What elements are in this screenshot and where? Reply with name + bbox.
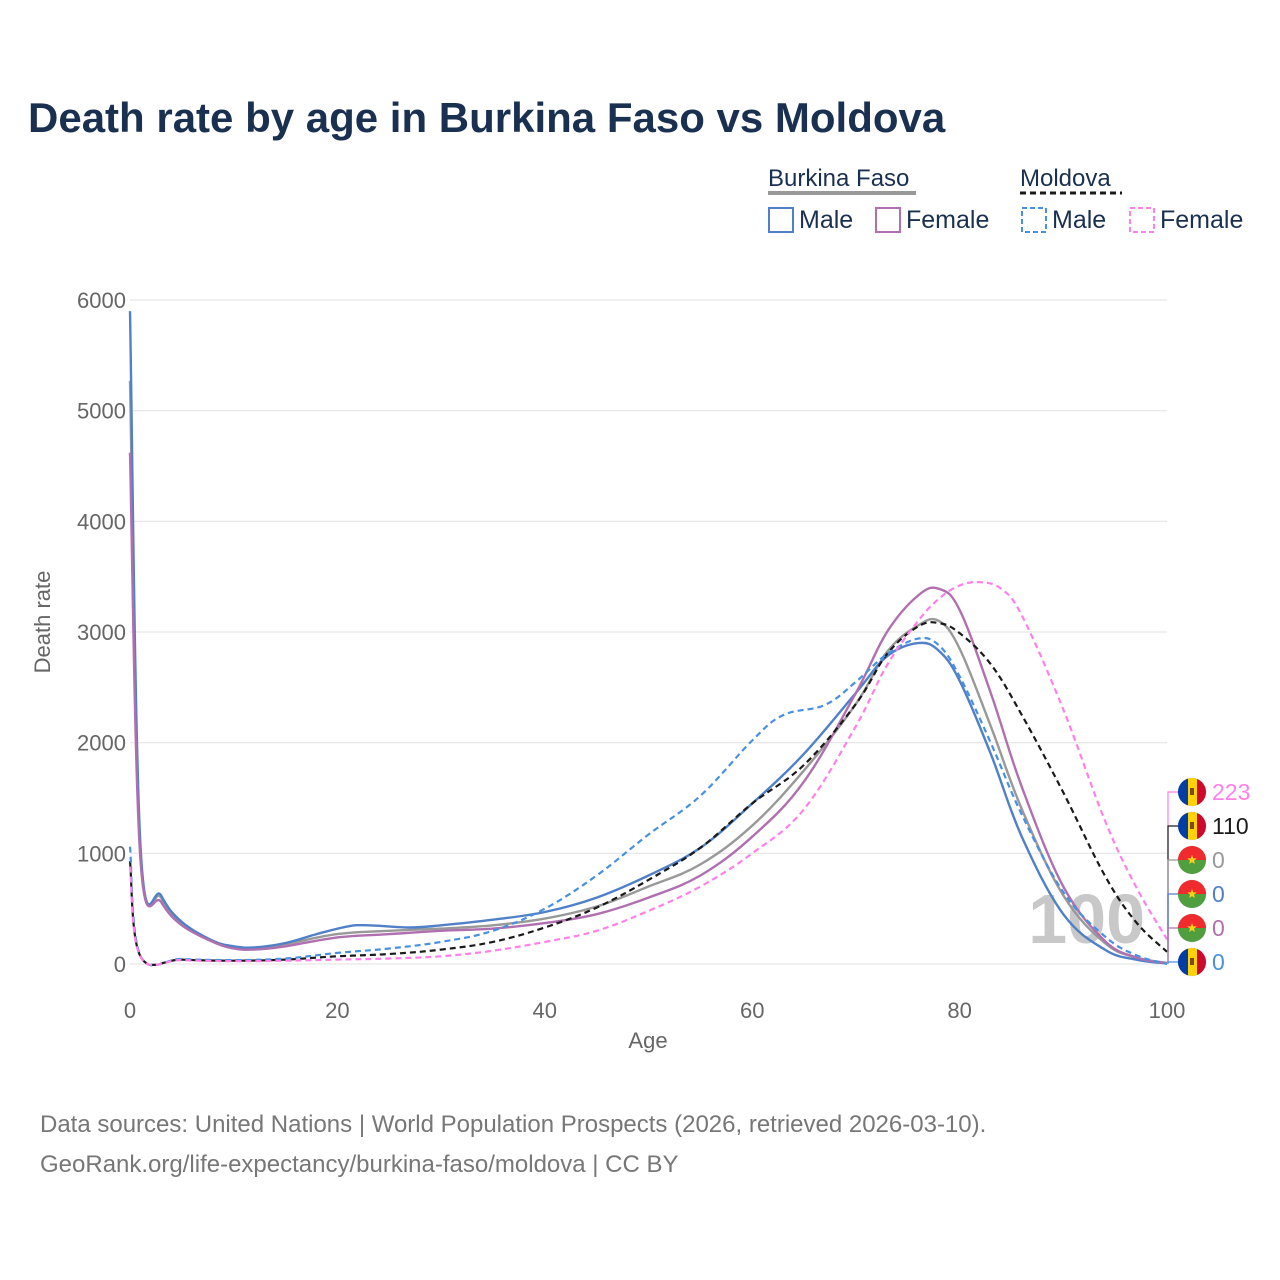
end-connector-0 [1167,791,1178,940]
end-label-value-2: 0 [1212,847,1225,873]
series-line-burkina-faso-male[interactable] [128,311,1168,965]
x-axis-label: Age [628,1028,667,1053]
source-line-1: Data sources: United Nations | World Pop… [40,1111,986,1138]
series-line-burkina-faso-female[interactable] [128,452,1168,965]
moldova-flag-icon [1177,777,1207,807]
legend-label-burkina-female[interactable]: Female [906,206,989,234]
source-line-2[interactable]: GeoRank.org/life-expectancy/burkina-faso… [40,1151,679,1178]
burkina-faso-flag-icon [1177,845,1207,875]
y-tick-label-3000: 3000 [77,620,126,645]
burkina-faso-flag-icon [1177,879,1207,909]
legend-swatch-burkina-male[interactable] [768,207,794,233]
x-tick-label-40: 40 [533,998,557,1023]
legend-swatch-burkina-female[interactable] [875,207,901,233]
legend-group-burkina-faso: Burkina Faso [768,165,909,192]
x-tick-label-60: 60 [740,998,764,1023]
legend-label-moldova-female[interactable]: Female [1160,206,1243,234]
series-line-moldova-female[interactable] [128,580,1168,967]
y-tick-label-5000: 5000 [77,399,126,424]
y-tick-label-2000: 2000 [77,731,126,756]
end-label-value-3: 0 [1212,881,1225,907]
moldova-flag-icon [1177,811,1207,841]
legend-swatch-moldova-male[interactable] [1021,207,1047,233]
x-tick-label-80: 80 [947,998,971,1023]
y-axis-label: Death rate [30,571,55,674]
end-connector-1 [1167,825,1178,952]
y-tick-label-4000: 4000 [77,509,126,534]
end-connector-2 [1167,859,1178,963]
x-tick-label-0: 0 [124,998,136,1023]
end-label-value-5: 0 [1212,949,1225,975]
burkina-faso-flag-icon [1177,913,1207,943]
series-line-moldova-male[interactable] [128,636,1168,967]
legend: Burkina Faso Moldova Male Female Male Fe… [768,165,1243,234]
y-axis-ticks: 0 1000 2000 3000 4000 5000 6000 [77,288,126,977]
y-tick-label-1000: 1000 [77,841,126,866]
moldova-flag-icon [1177,947,1207,977]
grid [130,299,1167,965]
end-labels: 223 110 0 0 0 0 [1167,777,1250,977]
y-tick-label-0: 0 [114,952,126,977]
chart-title: Death rate by age in Burkina Faso vs Mol… [28,94,946,141]
end-label-value-1: 110 [1212,813,1249,839]
x-tick-label-100: 100 [1149,998,1186,1023]
end-connector-3 [1167,893,1178,964]
year-watermark: 100 [1028,880,1145,958]
legend-swatch-moldova-female[interactable] [1129,207,1155,233]
end-label-value-4: 0 [1212,915,1225,941]
end-connector-4 [1167,927,1178,964]
legend-label-burkina-male[interactable]: Male [799,206,853,234]
series-line-moldova-total[interactable] [128,621,1168,967]
y-tick-label-6000: 6000 [77,288,126,313]
legend-group-moldova: Moldova [1020,165,1111,192]
x-axis-ticks: 0 20 40 60 80 100 [124,998,1185,1023]
legend-label-moldova-male[interactable]: Male [1052,206,1106,234]
end-connector-5 [1167,961,1178,964]
end-label-value-0: 223 [1212,779,1250,805]
series-layer [128,311,1168,967]
x-tick-label-20: 20 [325,998,349,1023]
